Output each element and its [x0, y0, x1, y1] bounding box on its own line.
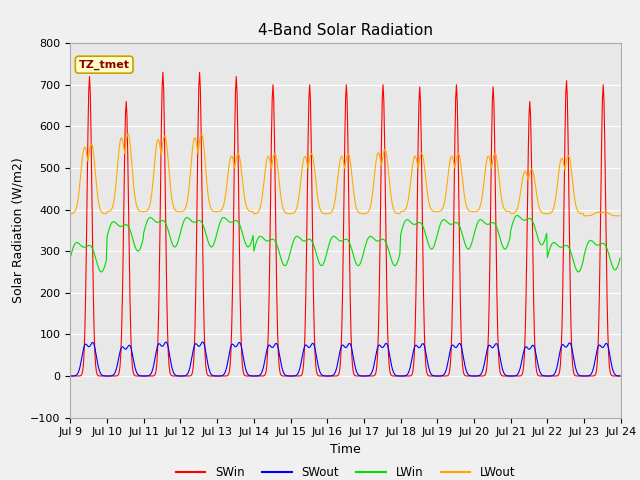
Line: LWin: LWin — [70, 216, 620, 272]
SWin — [429, 373, 436, 379]
SWin — [616, 373, 624, 379]
SWout — [133, 370, 141, 376]
LWout — [413, 158, 420, 164]
LWin — [67, 254, 74, 260]
Legend: SWin, SWout, LWin, LWout: SWin, SWout, LWin, LWout — [171, 461, 520, 480]
Title: 4-Band Solar Radiation: 4-Band Solar Radiation — [258, 23, 433, 38]
LWin — [189, 219, 197, 225]
LWout — [189, 139, 197, 144]
SWin — [189, 361, 197, 367]
Line: LWout: LWout — [70, 134, 620, 216]
SWout — [616, 373, 624, 379]
LWout — [134, 206, 141, 212]
Y-axis label: Solar Radiation (W/m2): Solar Radiation (W/m2) — [12, 157, 25, 303]
LWin — [429, 245, 436, 251]
LWout — [77, 176, 84, 181]
SWout — [413, 343, 420, 348]
SWout — [67, 373, 74, 379]
SWin — [159, 70, 167, 75]
LWin — [98, 269, 106, 275]
Text: TZ_tmet: TZ_tmet — [79, 60, 130, 70]
SWin — [133, 373, 141, 379]
LWout — [124, 131, 132, 137]
Line: SWin: SWin — [70, 72, 620, 376]
LWin — [616, 255, 624, 261]
SWin — [67, 373, 74, 379]
SWout — [162, 339, 170, 345]
LWin — [77, 242, 84, 248]
LWout — [219, 205, 227, 211]
LWin — [134, 248, 141, 254]
SWout — [77, 362, 84, 368]
LWin — [219, 215, 227, 221]
LWout — [67, 211, 74, 216]
LWin — [413, 221, 420, 227]
SWout — [219, 372, 227, 378]
LWout — [616, 213, 624, 219]
X-axis label: Time: Time — [330, 443, 361, 456]
LWin — [514, 213, 522, 218]
SWin — [413, 244, 420, 250]
LWout — [429, 208, 436, 214]
SWout — [429, 372, 436, 378]
SWout — [189, 346, 197, 352]
SWin — [219, 373, 227, 379]
SWin — [77, 373, 84, 379]
Line: SWout: SWout — [70, 342, 620, 376]
